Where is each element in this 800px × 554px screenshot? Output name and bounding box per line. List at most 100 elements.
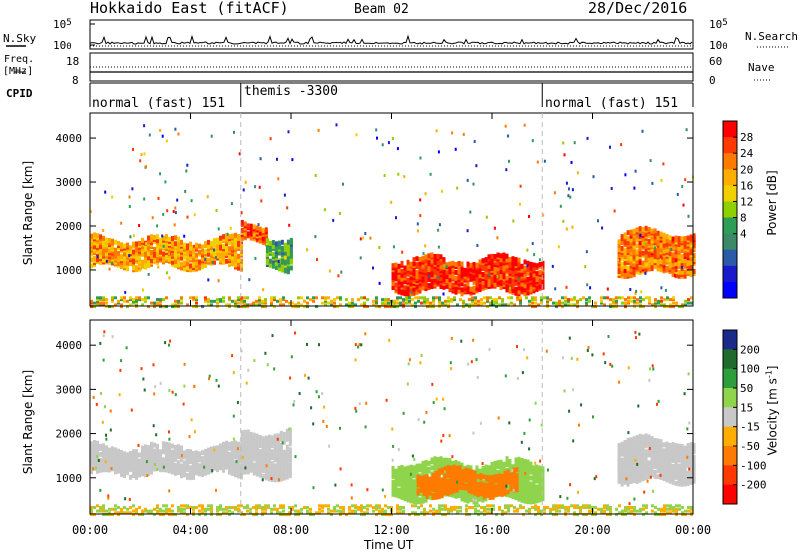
power-data-cell [198,243,201,249]
velocity-data-cell [403,466,407,472]
velocity-data-cell [436,457,440,462]
velocity-data-cell [478,468,482,474]
velocity-data-cell [656,448,660,454]
power-data-cell [654,298,657,302]
power-data-cell [660,299,663,303]
power-data-cell [270,303,273,307]
power-data-cell [445,262,449,268]
velocity-data-cell [105,513,108,517]
power-data-scatter [90,123,694,296]
velocity-data-cell [174,444,177,450]
power-data-cell [594,301,597,305]
velocity-data-cell [240,430,244,436]
power-data-cell [276,157,278,161]
velocity-data-cell [264,471,268,477]
power-data-cell [345,298,348,302]
power-data-cell [240,262,243,268]
velocity-data-cell [535,470,539,476]
velocity-data-cell [201,456,204,462]
velocity-data-cell [288,469,292,475]
power-data-cell [153,252,156,258]
power-data-cell [159,298,162,302]
power-data-cell [147,259,150,265]
velocity-data-cell [656,474,660,480]
power-data-cell [473,287,476,291]
power-data-cell [424,284,428,290]
power-data-cell [237,298,240,302]
power-data-cell [510,296,513,300]
power-data-cell [570,298,573,302]
velocity-data-cell [246,429,250,435]
power-data-cell [300,296,303,300]
velocity-data-cell [102,509,105,513]
power-data-cell [495,305,498,309]
velocity-data-cell [90,509,93,513]
velocity-data-cell [210,509,213,513]
power-data-cell [207,303,210,307]
power-data-cell [469,210,472,214]
power-data-cell [433,277,437,283]
power-data-cell [638,226,642,232]
power-data-cell [585,303,588,307]
velocity-data-cell [150,511,153,515]
velocity-data-cell [99,467,102,473]
power-data-cell [108,267,111,271]
velocity-data-cell [535,464,539,470]
power-data-cell [475,278,479,284]
power-data-cell [617,258,620,262]
velocity-data-cell [207,507,210,511]
power-data-cell [108,238,111,243]
velocity-data-cell [499,465,503,471]
power-data-cell [120,296,123,300]
power-data-cell [174,211,177,215]
power-data-cell [306,305,309,309]
velocity-data-cell [400,492,404,498]
power-data-cell [466,285,470,291]
power-data-cell [531,242,534,245]
power-data-cell [633,299,636,303]
velocity-data-cell [479,481,483,487]
velocity-data-cell [126,511,129,515]
power-data-cell [451,260,455,266]
power-data-cell [378,281,381,285]
power-data-cell [105,301,108,305]
power-data-cell [668,263,672,268]
power-data-cell [439,254,443,260]
power-data-cell [526,284,530,290]
velocity-data-cell [677,463,681,469]
velocity-data-cell [443,482,447,488]
velocity-data-cell [535,484,539,490]
power-data-cell [553,191,556,195]
power-data-cell [141,237,144,243]
power-data-cell [531,296,534,300]
power-data-cell [390,200,393,204]
power-data-cell [145,165,147,169]
power-data-cell [549,298,552,302]
power-data-cell [681,185,684,188]
velocity-data-cell [285,474,289,480]
power-data-cell [586,283,589,287]
power-data-cell [217,279,220,283]
power-data-cell [397,267,401,273]
power-data-cell [635,265,639,271]
power-data-cell [159,305,162,309]
velocity-data-cell [186,472,189,478]
power-data-cell [448,261,452,267]
velocity-data-cell [243,429,247,435]
velocity-data-cell [240,474,243,480]
power-data-cell [534,301,537,305]
velocity-data-cell [692,460,696,466]
velocity-data-cell [523,476,527,482]
velocity-data-cell [279,430,283,436]
velocity-data-cell [189,449,192,455]
power-data-cell [144,258,147,264]
power-data-cell [338,211,341,215]
velocity-data-cell [135,509,138,513]
power-data-cell [219,298,222,302]
power-data-cell [324,299,327,303]
power-data-cell [671,272,675,278]
power-data-cell [477,303,480,307]
power-data-cell [314,174,317,177]
power-data-cell [416,222,419,226]
power-data-cell [378,246,381,249]
